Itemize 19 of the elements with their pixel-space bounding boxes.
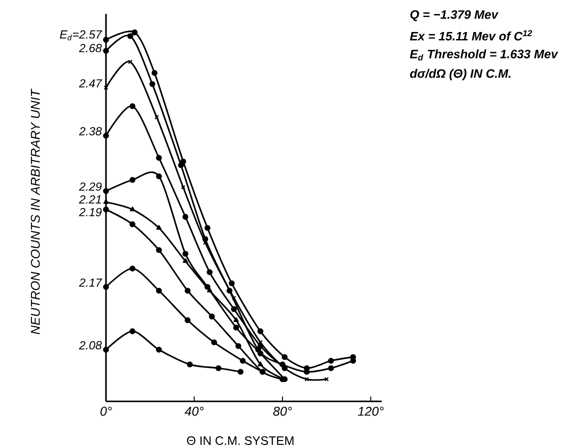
x-axis-title: Θ IN C.M. SYSTEM — [187, 436, 294, 445]
series-label: 2.29 — [78, 182, 102, 191]
text: Ex = 15.11 Mev of C$^{12}$ — [410, 30, 532, 40]
series-label: 2.38 — [78, 127, 102, 136]
series-label: 2.17 — [78, 278, 102, 287]
text: Q = −1.379 Mev — [410, 10, 499, 22]
text: dσ/dΩ (Θ) IN C.M. — [410, 68, 511, 80]
series-label: 2.21 — [78, 195, 101, 204]
x-tick-label: 0° — [100, 406, 112, 416]
x-tick-label: 40° — [184, 406, 204, 416]
series-label: E$_{d}$=2.57 — [60, 30, 102, 40]
series-label: 2.19 — [78, 208, 102, 216]
series-label: 2.47 — [78, 79, 102, 88]
x-tick-label: 80° — [273, 406, 292, 416]
x-tick-label: 120° — [358, 406, 384, 416]
series-label: 2.08 — [78, 341, 102, 350]
y-axis-title: NEUTRON COUNTS IN ARBITRARY UNIT — [30, 88, 40, 334]
series-label: 2.68 — [78, 44, 102, 52]
text: E$_{d}$ Threshold = 1.633 Mev — [410, 49, 558, 60]
